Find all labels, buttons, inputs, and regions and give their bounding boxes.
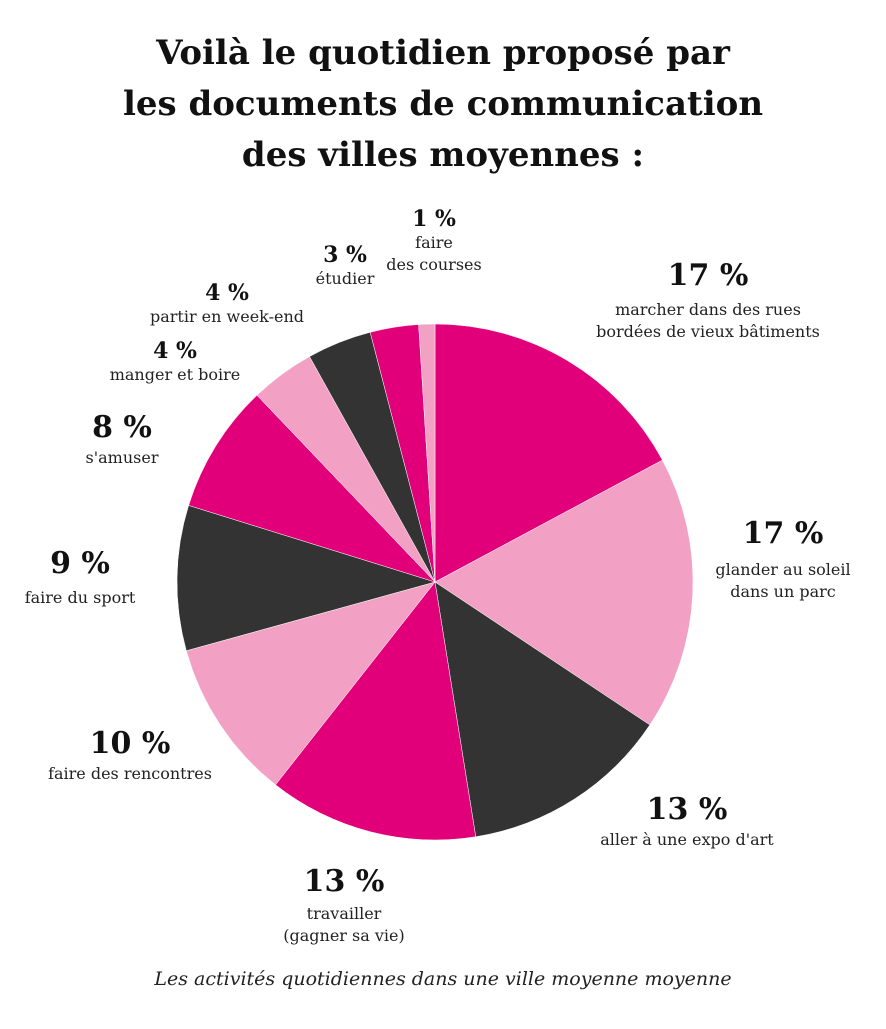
slice-desc-3-line-1: travailler [306,904,382,923]
slice-percent-7: 4 % [153,338,197,364]
slice-label-7: 4 % manger et boire [95,338,255,386]
slice-percent-5: 9 % [50,546,110,581]
slice-percent-0: 17 % [667,258,749,293]
pie-slice-6 [188,394,436,583]
slice-desc-4-line-1: faire des rencontres [48,764,212,783]
chart-caption: Les activités quotidiennes dans une vill… [154,968,732,990]
slice-label-3: 13 % travailler (gagner sa vie) [264,864,424,947]
slice-label-1: 17 % glander au soleil dans un parc [708,516,858,603]
pie-slice-10 [418,323,436,583]
slice-desc-10-line-2: des courses [386,255,482,274]
slice-label-8: 4 % partir en week-end [137,280,317,328]
slice-percent-10: 1 % [412,206,456,232]
slice-percent-6: 8 % [92,410,152,445]
slice-label-10: 1 % faire des courses [374,206,494,276]
chart-title: Voilà le quotidien proposé par les docum… [0,28,886,181]
slice-desc-10-line-1: faire [415,233,453,252]
chart-title-line-2: les documents de communication [122,84,764,124]
slice-desc-5-line-1: faire du sport [24,588,136,607]
slice-label-9: 3 % étudier [300,242,390,290]
pie-slice-5 [176,505,436,652]
pie-slice-0 [434,323,663,583]
slice-desc-0-line-1: marcher dans des rues [615,300,801,319]
slice-label-6: 8 % s'amuser [62,410,182,469]
slice-desc-1-line-1: glander au soleil [715,560,851,579]
slice-percent-2: 13 % [646,792,728,827]
slice-desc-2-line-1: aller à une expo d'art [600,830,774,849]
chart-title-line-1: Voilà le quotidien proposé par [156,33,730,73]
pie-slice-2 [434,581,651,838]
slice-desc-8-line-1: partir en week-end [149,307,305,326]
slice-label-2: 13 % aller à une expo d'art [582,792,792,851]
slice-percent-8: 4 % [205,280,249,306]
slice-desc-0-line-2: bordées de vieux bâtiments [596,322,820,341]
slice-percent-1: 17 % [742,516,824,551]
slice-percent-9: 3 % [323,242,367,268]
slice-percent-3: 13 % [303,864,385,899]
slice-label-4: 10 % faire des rencontres [25,726,235,785]
pie-slice-1 [434,459,694,726]
chart-title-line-3: des villes moyennes : [241,135,645,175]
slice-label-5: 9 % faire du sport [10,546,150,609]
slice-desc-7-line-1: manger et boire [109,365,241,384]
pie-slice-3 [275,581,477,841]
slice-desc-1-line-2: dans un parc [730,582,836,601]
slice-desc-9-line-1: étudier [315,269,375,288]
slice-percent-4: 10 % [89,726,171,761]
pie-slice-4 [186,581,436,786]
slice-desc-3-line-2: (gagner sa vie) [283,926,405,945]
slice-label-0: 17 % marcher dans des rues bordées de vi… [588,258,828,343]
slice-desc-6-line-1: s'amuser [85,448,159,467]
